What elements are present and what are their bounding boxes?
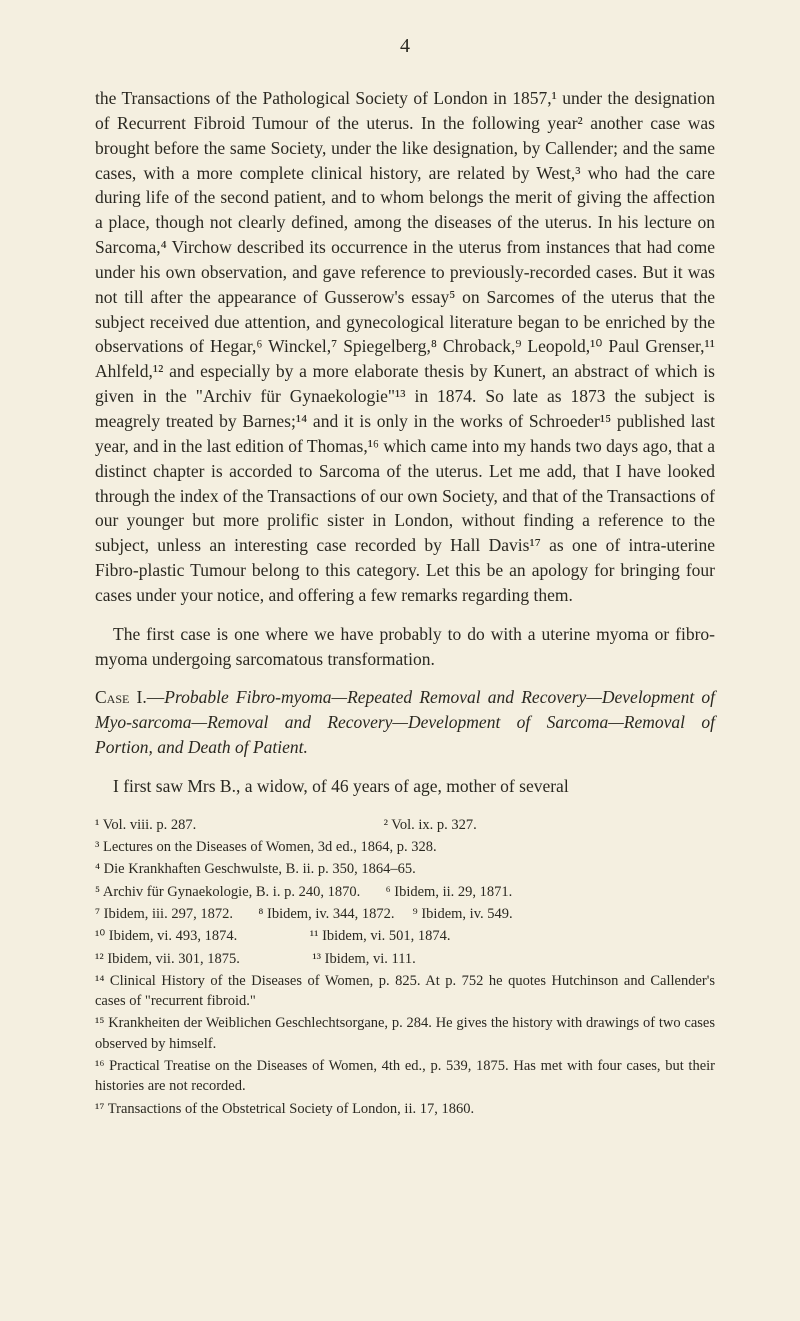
footnote-12-13: ¹² Ibidem, vii. 301, 1875. ¹³ Ibidem, vi… [95, 949, 715, 969]
footnote-row-1: ¹ Vol. viii. p. 287. ² Vol. ix. p. 327. [95, 815, 715, 835]
document-page: 4 the Transactions of the Pathological S… [0, 0, 800, 1181]
footnote-7-9: ⁷ Ibidem, iii. 297, 1872. ⁸ Ibidem, iv. … [95, 904, 715, 924]
paragraph-1: the Transactions of the Pathological Soc… [95, 86, 715, 608]
footnote-16: ¹⁶ Practical Treatise on the Diseases of… [95, 1056, 715, 1097]
paragraph-2: The first case is one where we have prob… [95, 622, 715, 672]
paragraph-4: I first saw Mrs B., a widow, of 46 years… [95, 774, 715, 799]
case-title: Probable Fibro-myoma—Repeated Removal an… [95, 687, 715, 757]
page-number: 4 [95, 35, 715, 58]
footnote-5-6: ⁵ Archiv für Gynaekologie, B. i. p. 240,… [95, 882, 715, 902]
case-label: Case I.— [95, 687, 164, 707]
footnote-4: ⁴ Die Krankhaften Geschwulste, B. ii. p.… [95, 859, 715, 879]
footnote-14: ¹⁴ Clinical History of the Diseases of W… [95, 971, 715, 1012]
footnote-15: ¹⁵ Krankheiten der Weiblichen Geschlecht… [95, 1013, 715, 1054]
footnotes-container: ¹ Vol. viii. p. 287. ² Vol. ix. p. 327. … [95, 815, 715, 1119]
footnote-1: ¹ Vol. viii. p. 287. [95, 817, 196, 833]
case-heading-paragraph: Case I.—Probable Fibro-myoma—Repeated Re… [95, 685, 715, 760]
footnote-2: ² Vol. ix. p. 327. [384, 817, 477, 833]
body-text-container: the Transactions of the Pathological Soc… [95, 86, 715, 799]
footnote-17: ¹⁷ Transactions of the Obstetrical Socie… [95, 1099, 715, 1119]
footnote-10-11: ¹⁰ Ibidem, vi. 493, 1874. ¹¹ Ibidem, vi.… [95, 926, 715, 946]
footnote-3: ³ Lectures on the Diseases of Women, 3d … [95, 837, 715, 857]
